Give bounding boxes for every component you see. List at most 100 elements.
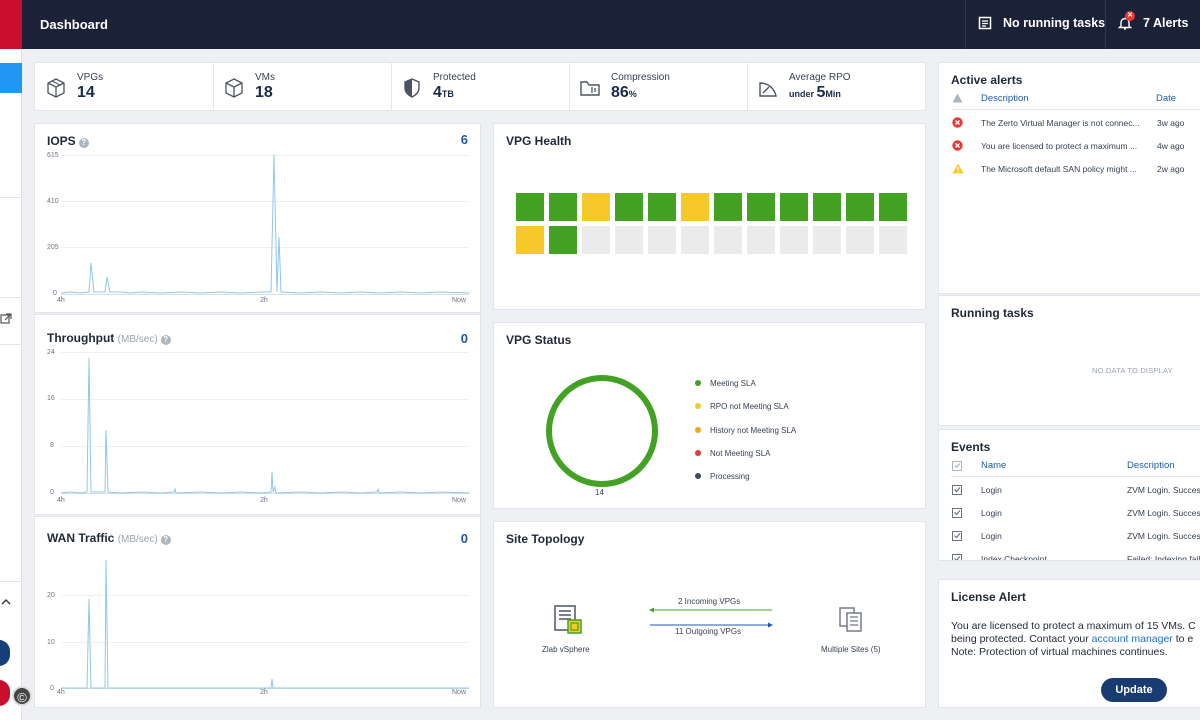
external-link-icon[interactable] — [0, 313, 12, 325]
remote-sites-label: Multiple Sites (5) — [821, 645, 881, 654]
vpg-status-donut[interactable] — [542, 371, 662, 491]
legend-history-not-meeting-sla[interactable]: History not Meeting SLA — [695, 426, 796, 435]
license-message: You are licensed to protect a maximum of… — [951, 620, 1196, 659]
help-avatar[interactable] — [0, 680, 10, 706]
legend-not-meeting-sla[interactable]: Not Meeting SLA — [695, 449, 770, 458]
iops-line-chart — [61, 155, 469, 295]
event-name: Index Checkpoint — [981, 554, 1047, 561]
vpg-health-cell — [681, 226, 709, 254]
help-icon[interactable]: ? — [78, 138, 89, 148]
card-title: VPG Health — [506, 134, 572, 148]
y-tick: 10 — [47, 639, 55, 646]
throughput-card: Throughput (MB/sec)? 0 24 16 8 0 4h 2h N… — [34, 314, 481, 515]
warning-header-icon — [952, 93, 963, 103]
throughput-current-value: 0 — [460, 331, 468, 346]
update-button[interactable]: Update — [1101, 678, 1167, 702]
vpg-health-cell[interactable] — [747, 193, 775, 221]
alert-date: 4w ago — [1157, 141, 1185, 151]
x-tick: Now — [452, 497, 467, 504]
event-row[interactable]: Login ZVM Login. Succes — [939, 530, 1200, 548]
gauge-icon — [759, 82, 777, 97]
vpg-health-cell[interactable] — [813, 193, 841, 221]
chevron-up-icon[interactable] — [1, 598, 11, 606]
vpg-health-cell[interactable] — [516, 193, 544, 221]
empty-state: NO DATA TO DISPLAY — [1092, 366, 1173, 375]
col-description-header[interactable]: Description — [1127, 460, 1175, 471]
vpg-health-cell — [780, 226, 808, 254]
legend-processing[interactable]: Processing — [695, 472, 750, 481]
col-description-header[interactable]: Description — [981, 93, 1029, 104]
card-title: WAN Traffic (MB/sec)? — [47, 531, 171, 545]
event-name: Login — [981, 531, 1002, 541]
x-tick: 4h — [57, 297, 65, 304]
incoming-vpgs-label[interactable]: 2 Incoming VPGs — [678, 597, 741, 606]
vpg-health-cell[interactable] — [879, 193, 907, 221]
wan-traffic-card: WAN Traffic (MB/sec)? 0 20 10 0 4h 2h No… — [34, 516, 481, 708]
stat-value: 14 — [77, 84, 95, 101]
alerts-button[interactable]: ✕ 7 Alerts — [1117, 11, 1188, 30]
running-tasks-card: Running tasks NO DATA TO DISPLAY — [938, 295, 1200, 426]
compression-icon — [580, 81, 600, 96]
vpg-health-cell[interactable] — [582, 193, 610, 221]
divider — [965, 0, 966, 49]
vpg-health-cell[interactable] — [846, 193, 874, 221]
col-date-header[interactable]: Date — [1156, 93, 1177, 104]
tasks-icon — [978, 16, 992, 30]
event-row[interactable]: Login ZVM Login. Succes — [939, 507, 1200, 525]
event-check-icon — [952, 485, 962, 495]
vpg-health-cell[interactable] — [549, 226, 577, 254]
divider — [0, 297, 22, 298]
account-manager-link[interactable]: account manager — [1091, 633, 1173, 645]
vpg-health-cell[interactable] — [516, 226, 544, 254]
legend-meeting-sla[interactable]: Meeting SLA — [695, 379, 756, 388]
stat-protected[interactable]: Protected 4TB — [391, 63, 569, 111]
card-title: IOPS? — [47, 134, 89, 148]
page-title: Dashboard — [40, 17, 108, 32]
help-icon[interactable]: ? — [160, 535, 171, 545]
active-alerts-card: Active alerts Description Date The Zerto… — [938, 62, 1200, 294]
legend-rpo-not-meeting-sla[interactable]: RPO not Meeting SLA — [695, 402, 789, 411]
alert-row[interactable]: You are licensed to protect a maximum ..… — [939, 140, 1200, 158]
y-tick: 8 — [50, 442, 54, 449]
stat-average-rpo[interactable]: Average RPO under 5Min — [747, 63, 925, 111]
vpg-health-cell[interactable] — [780, 193, 808, 221]
card-title: Active alerts — [951, 73, 1023, 87]
event-check-icon — [952, 531, 962, 541]
event-description: Failed: Indexing fail — [1127, 554, 1200, 561]
vpg-status-card: VPG Status 14 Meeting SLA RPO not Meetin… — [493, 322, 926, 509]
shield-icon — [404, 78, 420, 98]
y-tick: 615 — [47, 152, 59, 159]
vpg-health-cell[interactable] — [714, 193, 742, 221]
divider — [1105, 0, 1106, 49]
stat-vms[interactable]: VMs 18 — [213, 63, 391, 111]
multiple-sites-icon[interactable] — [837, 605, 865, 633]
vpg-health-cell[interactable] — [648, 193, 676, 221]
user-avatar[interactable] — [0, 640, 10, 666]
site-topology-card: Site Topology Zlab vSphere 2 Incoming VP… — [493, 521, 926, 708]
iops-series — [61, 155, 469, 294]
vpg-health-cell[interactable] — [615, 193, 643, 221]
help-icon[interactable]: ? — [160, 335, 171, 345]
event-row[interactable]: Login ZVM Login. Succes — [939, 484, 1200, 502]
wan-current-value: 0 — [460, 531, 468, 546]
event-row[interactable]: Index Checkpoint Failed: Indexing fail — [939, 553, 1200, 561]
stat-vpgs[interactable]: VPGs 14 — [35, 63, 213, 111]
alert-description: The Zerto Virtual Manager is not connec.… — [981, 118, 1140, 128]
divider — [0, 581, 22, 582]
alert-row[interactable]: The Microsoft default SAN policy might .… — [939, 163, 1200, 181]
nav-item-dashboard[interactable] — [0, 63, 22, 93]
stat-value: under 5Min — [789, 84, 841, 101]
vpg-health-cell[interactable] — [681, 193, 709, 221]
col-name-header[interactable]: Name — [981, 460, 1007, 471]
vpg-health-cell[interactable] — [549, 193, 577, 221]
running-tasks-button[interactable]: No running tasks — [978, 16, 1105, 30]
outgoing-vpgs-label[interactable]: 11 Outgoing VPGs — [675, 627, 742, 636]
event-check-icon — [952, 554, 962, 560]
divider — [951, 476, 1200, 477]
brand-logo[interactable] — [0, 0, 22, 49]
alert-badge: ✕ — [1125, 11, 1135, 21]
vpg-health-cell — [846, 226, 874, 254]
vsphere-site-icon[interactable] — [552, 604, 584, 636]
alert-row[interactable]: The Zerto Virtual Manager is not connec.… — [939, 117, 1200, 135]
stat-compression[interactable]: Compression 86% — [569, 63, 747, 111]
